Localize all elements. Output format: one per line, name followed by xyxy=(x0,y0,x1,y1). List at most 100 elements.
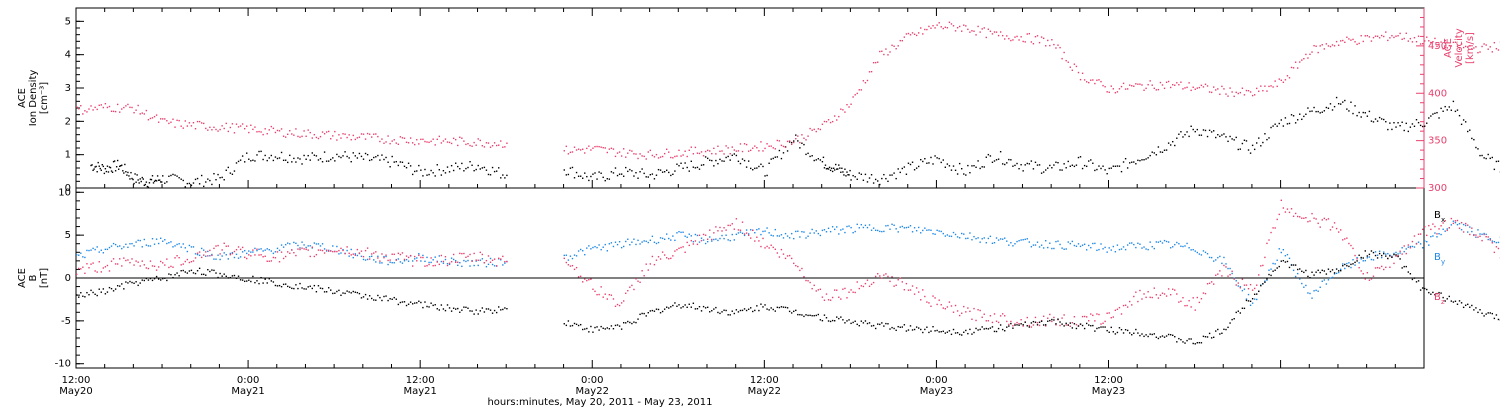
velocity-point xyxy=(1151,84,1153,86)
velocity-point xyxy=(944,26,947,29)
by-point xyxy=(1001,238,1004,240)
bz-point xyxy=(211,254,213,257)
bz-point xyxy=(227,245,229,247)
density-point xyxy=(854,176,856,178)
density-point xyxy=(207,178,209,180)
density-point xyxy=(1296,119,1299,121)
bz-point xyxy=(879,275,881,277)
by-point xyxy=(420,260,422,262)
by-point xyxy=(1204,251,1207,254)
velocity-point xyxy=(1364,35,1366,37)
by-point xyxy=(1196,251,1199,254)
by-point xyxy=(1223,256,1225,259)
density-point xyxy=(342,155,344,157)
density-point xyxy=(917,165,920,168)
bz-point xyxy=(291,249,293,251)
density-point xyxy=(989,155,992,157)
density-point xyxy=(375,156,377,158)
density-point xyxy=(436,164,438,166)
bz-point xyxy=(821,296,824,298)
density-point xyxy=(696,166,699,169)
by-point xyxy=(1366,257,1369,259)
velocity-point xyxy=(1266,90,1268,92)
density-point xyxy=(321,161,324,163)
by-point xyxy=(637,239,639,242)
velocity-point xyxy=(827,119,830,121)
density-point xyxy=(991,161,994,164)
velocity-point xyxy=(1153,87,1155,90)
density-point xyxy=(133,182,135,185)
velocity-point xyxy=(702,155,705,157)
by-point xyxy=(223,252,225,254)
velocity-point xyxy=(416,139,418,141)
velocity-point xyxy=(961,30,963,32)
by-point xyxy=(680,231,682,234)
velocity-point xyxy=(838,115,840,118)
velocity-point xyxy=(448,141,451,144)
bz-point xyxy=(725,229,727,231)
density-point xyxy=(97,161,99,164)
density-point xyxy=(1159,151,1162,153)
by-point xyxy=(213,258,215,260)
by-point xyxy=(825,231,828,233)
velocity-point xyxy=(389,142,391,145)
density-point xyxy=(987,153,990,156)
by-point xyxy=(838,233,840,235)
velocity-point xyxy=(287,133,289,135)
by-point xyxy=(1231,272,1233,275)
y2-tick-label: 400 xyxy=(1428,88,1447,99)
velocity-point xyxy=(1458,48,1461,50)
velocity-point xyxy=(774,148,776,150)
density-point xyxy=(879,183,881,186)
by-point xyxy=(954,233,957,236)
velocity-point xyxy=(891,44,893,47)
velocity-point xyxy=(78,108,80,110)
density-point xyxy=(745,166,748,168)
density-point xyxy=(1128,162,1131,164)
by-point xyxy=(633,238,635,240)
velocity-point xyxy=(436,138,438,141)
density-point xyxy=(1256,142,1258,144)
by-point xyxy=(1364,259,1366,262)
density-point xyxy=(229,172,232,174)
velocity-point xyxy=(1329,45,1332,48)
velocity-point xyxy=(276,129,279,132)
bz-point xyxy=(854,291,856,294)
by-point xyxy=(934,233,936,235)
velocity-point xyxy=(729,152,731,155)
by-point xyxy=(799,236,801,238)
velocity-point xyxy=(90,105,92,107)
by-point xyxy=(1477,229,1479,231)
by-point xyxy=(157,242,160,245)
by-point xyxy=(203,249,205,251)
velocity-point xyxy=(1012,39,1014,41)
bz-point xyxy=(102,267,105,269)
by-point xyxy=(1374,251,1377,253)
by-point xyxy=(829,230,832,233)
density-point xyxy=(852,174,854,177)
velocity-point xyxy=(717,145,719,147)
density-point xyxy=(1436,111,1438,114)
density-point xyxy=(1221,134,1223,136)
by-point xyxy=(1167,241,1170,243)
bz-point xyxy=(887,275,889,278)
velocity-point xyxy=(342,133,344,135)
density-point xyxy=(122,170,124,172)
bz-point xyxy=(788,254,791,257)
velocity-point xyxy=(1493,41,1496,44)
by-point xyxy=(422,254,424,257)
by-point xyxy=(967,237,969,239)
by-point xyxy=(82,256,84,258)
velocity-point xyxy=(868,71,871,73)
bz-point xyxy=(690,239,692,242)
by-point xyxy=(620,246,623,249)
by-point xyxy=(1303,286,1305,288)
velocity-point xyxy=(272,127,275,130)
bz-point xyxy=(680,246,682,249)
bz-point xyxy=(192,260,195,262)
density-point xyxy=(1077,156,1080,159)
by-point xyxy=(381,262,383,264)
by-point xyxy=(965,237,967,240)
density-point xyxy=(829,169,832,172)
velocity-point xyxy=(307,129,309,131)
